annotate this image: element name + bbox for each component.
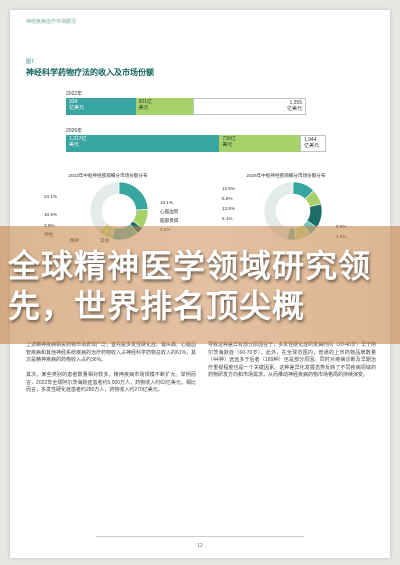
pie-label: 3.9% (44, 223, 54, 228)
bar-label: 601亿 美元 (138, 99, 152, 111)
bar-segment: 1,317亿 美元 (66, 135, 220, 152)
bar-category-label: 2026年 (66, 128, 83, 134)
bar-row-2026: 1,317亿 美元 736亿 美元 1,944 亿美元 (66, 135, 326, 152)
pie-label: 12.6% (222, 186, 236, 191)
page-number: 12 (197, 543, 203, 549)
bar-category-label: 2022年 (66, 91, 83, 97)
body-text-left: 上述精神疾病相关药物市场表现广泛，首先是多发性硬化症、偏头痛、心脑血管疾病和其他… (26, 342, 197, 393)
bar-segment: 334 亿美元 (66, 98, 136, 115)
overlay-headline: 全球精神医学领域研究领先，世界排名顶尖概 (8, 248, 372, 324)
body-text-right: 导致这种差异有部分原因在于，多发性硬化症的发病时间（20-40岁）早于阿尔茨海默… (208, 342, 376, 378)
pie-label: 8.5% (222, 196, 233, 201)
bar-label: 334 亿美元 (69, 99, 85, 111)
figure-title: 神经科学药物疗法的收入及市场份额 (26, 68, 154, 77)
bar-segment: 1,944 亿美元 (299, 135, 326, 152)
pie-label: 10.9% (44, 212, 58, 217)
bar-label: 736亿 美元 (222, 136, 236, 148)
bar-segment: 601亿 美元 (135, 98, 194, 115)
pie-legend-label: 心脑血管 (160, 209, 179, 214)
bar-label: 1,944 亿美元 (303, 137, 319, 149)
running-header: 神经疾病治疗市场概况 (26, 19, 77, 25)
pie-label: 13.6% (222, 206, 236, 211)
overlay-band (0, 226, 400, 344)
figure-label: 图7 (26, 59, 34, 65)
pie-label: 15.1% (160, 200, 174, 205)
bar-segment: 1,355 亿美元 (193, 98, 306, 115)
pie-slice (263, 181, 294, 240)
donut-title-right: 2026年中枢神经疾病细分市场份额分布 (246, 173, 326, 178)
bar-label: 1,317亿 美元 (69, 136, 87, 148)
pie-label: 24.1% (44, 194, 58, 199)
pie-slice (89, 181, 120, 232)
pie-legend-label: 脑部疾病 (160, 218, 179, 223)
bar-segment: 736亿 美元 (219, 135, 300, 152)
bar-label: 1,355 亿美元 (286, 100, 302, 112)
footer-rule (96, 536, 304, 537)
pie-slice (118, 181, 149, 211)
donut-title-left: 2022年中枢神经疾病细分市场份额分布 (68, 173, 148, 178)
pie-label: 5.1% (222, 216, 233, 221)
bar-row-2022: 334 亿美元 601亿 美元 1,355 亿美元 (66, 98, 306, 115)
